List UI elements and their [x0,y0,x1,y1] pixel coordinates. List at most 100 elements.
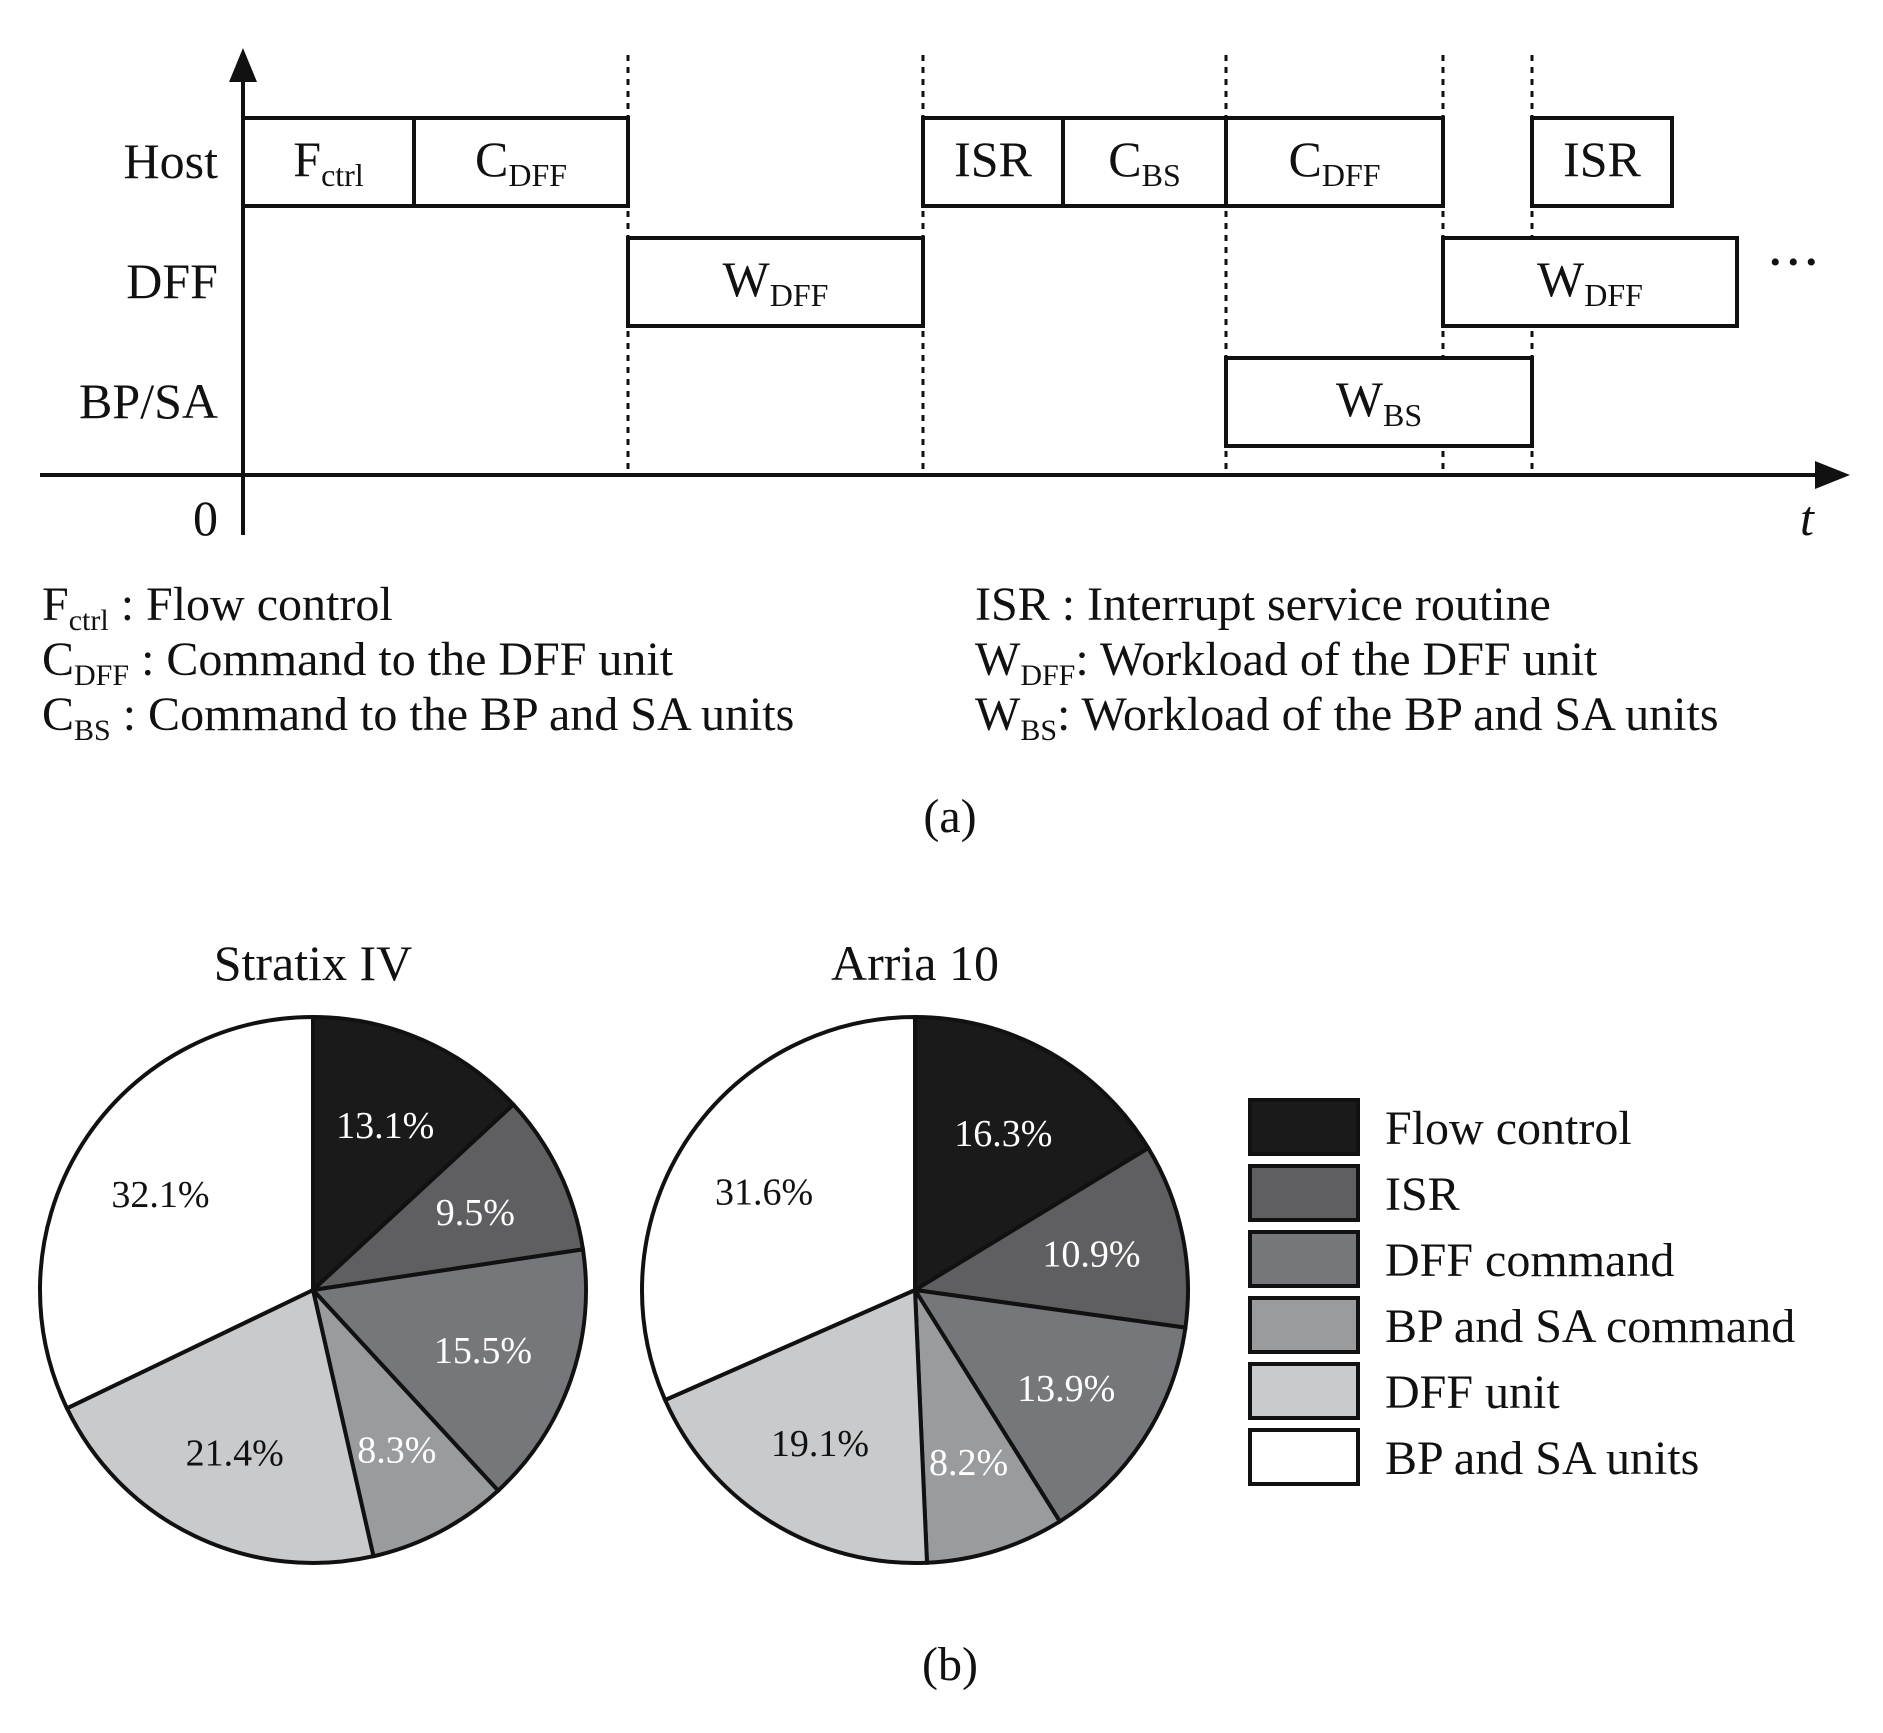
timing-block-label: WDFF [723,251,829,313]
origin-label: 0 [193,490,218,546]
timing-block [1061,116,1228,208]
legend-swatch [1248,1296,1360,1354]
legend-swatch [1248,1428,1360,1486]
timing-block-label: CDFF [475,131,567,193]
pie-slice-label: 32.1% [111,1174,209,1216]
caption-a: (a) [923,790,976,843]
pie-slice [311,1014,517,1295]
timing-block-label-sub: DFF [1322,157,1381,193]
legend-symbol-sub: BS [74,714,111,747]
timing-diagram: Host DFF BP/SA 0 t • • • Fctrl CDFF ISR CBS… [40,48,1850,843]
legend-symbol-sub: DFF [74,659,129,692]
timing-block-label-main: F [293,131,321,187]
pie-slice-label: 8.2% [929,1442,1008,1484]
legend-swatch [1248,1362,1360,1420]
pie-slice-label: 9.5% [436,1192,515,1234]
timing-block-label: CBS [1108,131,1181,193]
y-axis-arrow [229,48,257,82]
legend-description: : Workload of the DFF unit [1075,633,1598,686]
legend-description: : Flow control [109,578,393,631]
timing-block-label-sub: DFF [1584,277,1643,313]
legend-item-label: BP and SA units [1385,1432,1699,1485]
timing-legend-entry: CBS : Command to the BP and SA units [42,688,794,747]
timing-block [626,236,925,328]
timing-block-label-main: W [1336,371,1384,427]
pie-slice-label: 8.3% [357,1429,436,1471]
legend-symbol: C [42,688,74,741]
timing-block-label-main: ISR [954,131,1032,187]
pie-slice [913,1014,1151,1294]
timing-block-label: ISR [1563,131,1641,187]
timing-block-label: Fctrl [293,131,364,193]
pie-slice-label: 16.3% [954,1113,1052,1155]
timing-block-label-sub: BS [1383,397,1422,433]
timing-block [241,116,416,208]
timing-block-label-main: W [723,251,771,307]
legend-swatch [1248,1098,1360,1156]
legend-swatch [1248,1230,1360,1288]
legend-item-label: Flow control [1385,1102,1632,1155]
pie-slice [909,1145,1190,1330]
timing-block [412,116,630,208]
timing-block-label-sub: DFF [508,157,567,193]
legend-description: : Command to the DFF unit [129,633,674,686]
pie-slice-label: 19.1% [771,1423,869,1465]
pie-arria-10: 16.3% 10.9% 13.9%8.2% 19.1% 31.6% [640,1014,1190,1565]
legend-symbol: F [42,578,69,631]
timing-block-label: CDFF [1288,131,1380,193]
legend-symbol-sub: BS [1020,714,1057,747]
timing-block [1441,236,1739,328]
legend-symbol: C [42,633,74,686]
legend-item-label: BP and SA command [1385,1300,1795,1353]
lane-label-host: Host [124,133,219,189]
legend-symbol-sub: DFF [1020,659,1075,692]
pie-slice [640,1014,917,1403]
pie-slice [308,1247,588,1494]
timing-block-label-sub: DFF [770,277,829,313]
timing-block-label: WBS [1336,371,1422,433]
timing-legend-entry: WBS: Workload of the BP and SA units [975,688,1719,747]
pie-slice [306,1101,586,1293]
pie-title-arria: Arria 10 [831,935,999,991]
legend-symbol: W [975,688,1021,741]
legend-item-label: ISR [1385,1168,1460,1221]
timing-block-label: WDFF [1537,251,1643,313]
lane-label-dff: DFF [126,253,218,309]
pie-slice-label: 15.5% [434,1330,532,1372]
timing-block-label-main: C [475,131,508,187]
legend-description: : Workload of the BP and SA units [1057,688,1718,741]
pie-legend: Flow control ISR DFF command BP and SA comm… [1248,1098,1795,1486]
legend-swatch [1248,1164,1360,1222]
legend-symbol: W [975,633,1021,686]
pie-slice-label: 13.1% [336,1105,434,1147]
timing-block-label-sub: BS [1142,157,1181,193]
pie-title-stratix: Stratix IV [214,935,413,991]
legend-symbol-sub: ctrl [69,604,109,637]
pie-slice-label: 10.9% [1042,1233,1140,1275]
pie-stratix-iv: 13.1% 9.5% 15.5% 8.3% 21.4% 32.1% [38,1014,588,1565]
ellipsis: • • • [1770,246,1817,279]
timing-block [1224,356,1534,448]
caption-b: (b) [922,1638,978,1691]
pie-slice [38,1014,315,1411]
timing-block [1224,116,1445,208]
legend-symbol: ISR [975,578,1050,631]
pie-slice-label: 13.9% [1017,1368,1115,1410]
time-label: t [1800,490,1815,546]
legend-item-label: DFF command [1385,1234,1674,1287]
timing-block-label-main: C [1108,131,1141,187]
legend-item-label: DFF unit [1385,1366,1560,1419]
timing-block [921,116,1065,208]
legend-description: : Command to the BP and SA units [111,688,795,741]
timing-block-label: ISR [954,131,1032,187]
legend-description: : Interrupt service routine [1050,578,1551,631]
timing-block-label-main: W [1537,251,1585,307]
timing-legend-entry: ISR : Interrupt service routine [975,578,1551,631]
lane-label-bpsa: BP/SA [79,373,218,429]
timing-block-label-main: C [1288,131,1321,187]
x-axis-arrow [1815,461,1850,489]
pie-slice-label: 31.6% [715,1172,813,1214]
timing-block-label-sub: ctrl [321,157,364,193]
